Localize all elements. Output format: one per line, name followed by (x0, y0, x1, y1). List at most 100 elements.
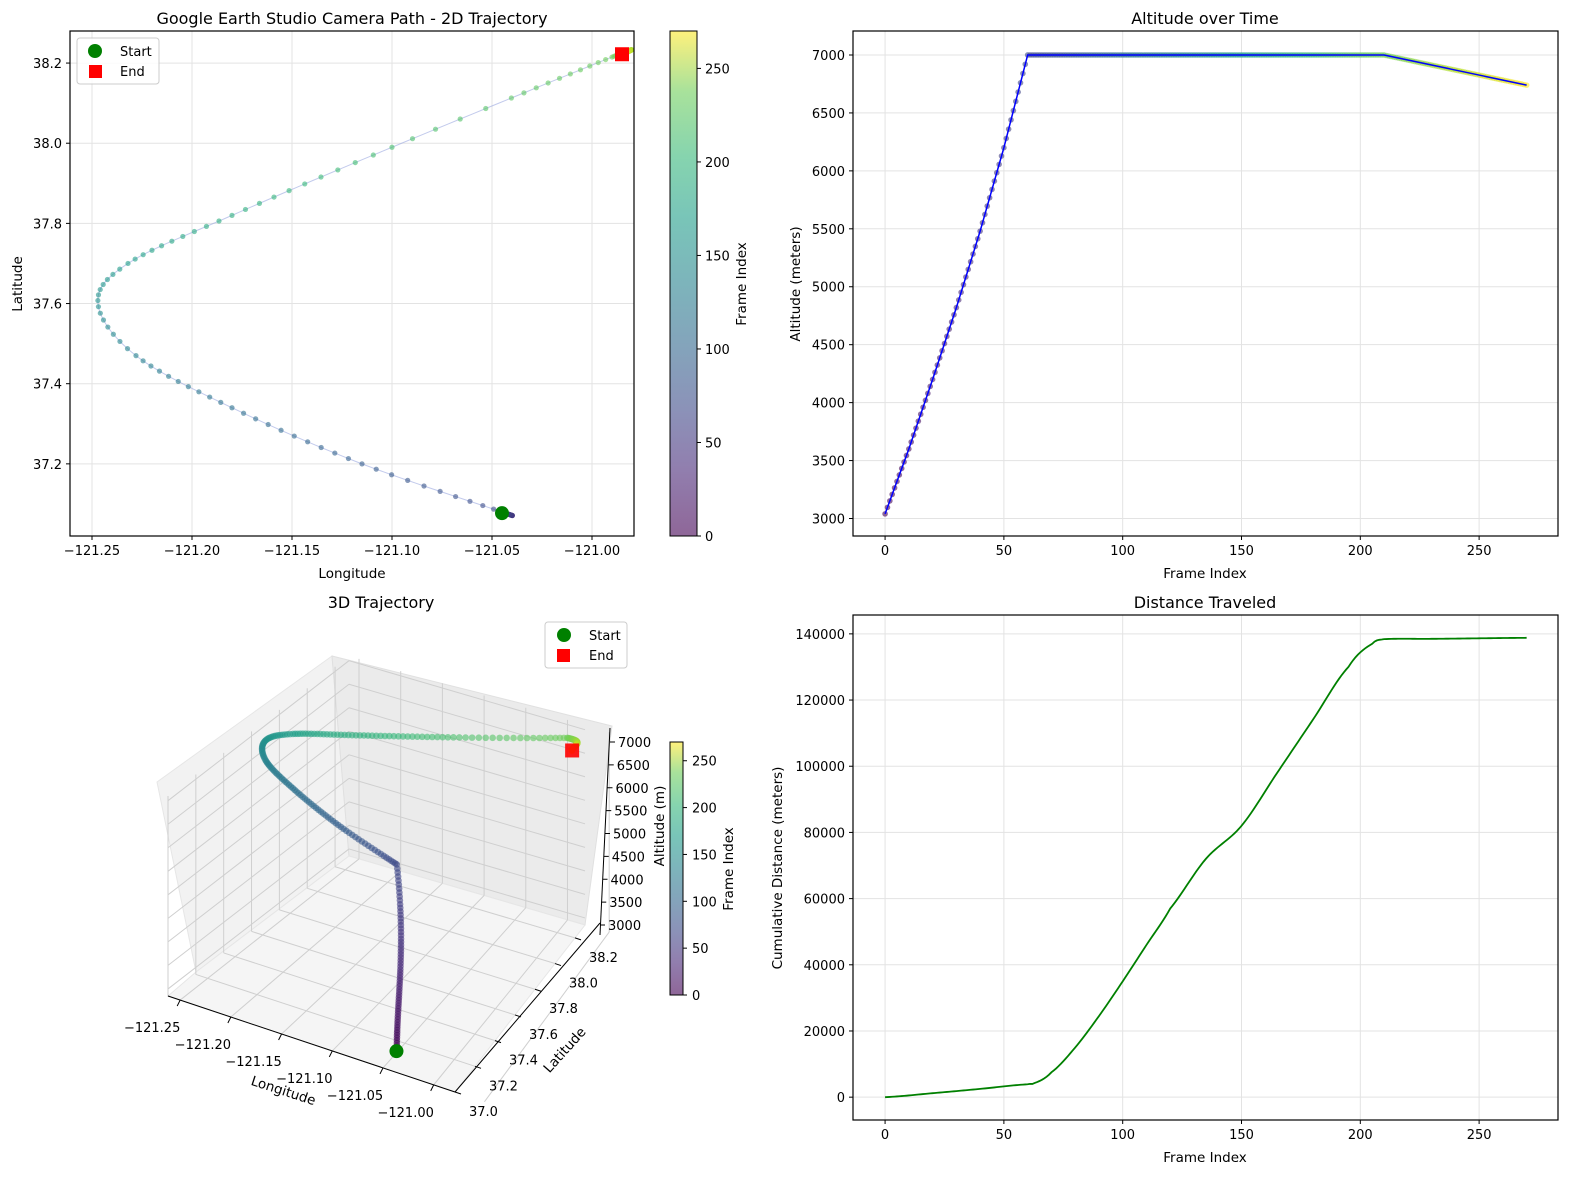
trajectory-2d-title: Google Earth Studio Camera Path - 2D Tra… (156, 9, 547, 28)
trajectory-2d-axes-frame (69, 30, 635, 537)
trajectory-point (242, 206, 249, 213)
colorbar-label: Frame Index (721, 827, 737, 911)
tick-label-z: 7000 (618, 736, 651, 751)
trajectory-point (175, 378, 181, 385)
gridline-wall (167, 754, 350, 896)
tick-label-z: 3500 (609, 896, 642, 911)
trajectory-point (595, 59, 601, 66)
legend-end-label: End (589, 649, 614, 664)
tick-label-z: 3000 (608, 919, 641, 934)
pane-floor (167, 855, 586, 1093)
trajectory-3d-point (409, 733, 416, 740)
tick-label-y: 37.2 (489, 1079, 518, 1094)
trajectory-point (110, 331, 116, 337)
trajectory-point (291, 433, 297, 439)
colorbar-tick-label: 0 (692, 989, 700, 1004)
tick-label-y: 37.8 (33, 217, 62, 232)
tick-label-y: 7000 (812, 49, 845, 64)
trajectory-point (335, 167, 341, 173)
trajectory-3d-point (482, 734, 489, 742)
altitude-xlabel: Frame Index (1163, 566, 1247, 582)
trajectory-point (271, 194, 277, 200)
tick-label-x: −121.10 (276, 1072, 332, 1087)
tick-mark-y (534, 988, 542, 992)
trajectory-point (305, 439, 311, 445)
tick-label-x: −121.05 (464, 544, 520, 559)
trajectory-point (508, 95, 514, 101)
tick-label-y: 3500 (812, 455, 845, 470)
colorbar-tick-label: 100 (692, 895, 717, 910)
trajectory-point (240, 410, 247, 416)
tick-label-y: 38.0 (569, 977, 598, 992)
trajectory-3d-point (395, 733, 402, 740)
trajectory-2d-legend: Start End (76, 37, 160, 85)
trajectory-3d-ticks: −121.25 −121.20 −121.15 −121.10 −121.05 −121.… (124, 736, 651, 1121)
trajectory-point (370, 152, 376, 158)
trajectory-line (97, 49, 633, 516)
distance-series (885, 636, 1527, 1099)
gridline-wall (167, 660, 350, 802)
trajectory-2d-path (95, 47, 635, 521)
trajectory-point (302, 181, 308, 187)
trajectory-point (491, 506, 497, 512)
gridline-wall (348, 683, 586, 754)
trajectory-3d-point (444, 733, 452, 741)
gridline-wall (348, 707, 586, 778)
tick-label-y: 40000 (804, 959, 845, 974)
trajectory-3d-point (536, 734, 543, 742)
tick-label-z: 4000 (611, 873, 644, 888)
gridline-wall (167, 730, 350, 872)
tick-label-y: 100000 (795, 760, 845, 775)
tick-mark-y (514, 1014, 522, 1018)
tick-label-x: 200 (1348, 1128, 1373, 1143)
tick-label-z: 6000 (616, 782, 649, 797)
trajectory-3d-point (510, 734, 517, 742)
trajectory-point (158, 243, 165, 249)
tick-label-y: 4000 (812, 397, 845, 412)
tick-label-x: −121.00 (564, 544, 620, 559)
gridline-lon (281, 882, 443, 1035)
tick-label-x: 200 (1348, 544, 1373, 559)
trajectory-point (577, 67, 584, 73)
trajectory-3d-point (547, 734, 554, 742)
trajectory-point (480, 502, 486, 509)
trajectory-2d-ticks: −121.25 −121.20 −121.15 −121.10 −121.05 −121.… (33, 57, 620, 559)
gridline-lat (334, 866, 576, 939)
trajectory-3d-colorbar: 0 50 100 150 200 250 Frame Index (669, 741, 737, 1004)
trajectory-point (95, 304, 102, 310)
trajectory-2d-ylabel: Latitude (10, 256, 26, 312)
trajectory-3d-grid (167, 658, 610, 1103)
tick-label-y: 80000 (804, 826, 845, 841)
trajectory-point (229, 405, 235, 411)
colorbar-tick-label: 50 (692, 942, 709, 957)
altitude-panel: Altitude over Time 0 50 100 150 200 250 3000 35… (788, 9, 1559, 582)
gridline-wall (348, 801, 586, 872)
colorbar-tick-label: 250 (692, 755, 717, 770)
x-axis-line (167, 995, 456, 1093)
trajectory-point (132, 256, 138, 262)
trajectory-point (457, 116, 463, 122)
trajectory-3d-point (456, 734, 463, 741)
trajectory-3d-point (428, 733, 436, 741)
distance-xlabel: Frame Index (1163, 1150, 1247, 1166)
trajectory-point (253, 416, 259, 422)
tick-label-x: −121.20 (164, 544, 220, 559)
legend-end-marker (557, 649, 570, 662)
tick-mark-x (278, 1033, 283, 1041)
colorbar-tick-label: 150 (705, 249, 730, 264)
gridline-lon (484, 931, 610, 1103)
trajectory-point (352, 159, 358, 166)
trajectory-point (229, 212, 235, 218)
tick-label-y: 37.2 (33, 458, 62, 473)
trajectory-point (533, 85, 539, 91)
trajectory-point (97, 286, 103, 293)
tick-label-y: 3000 (812, 513, 845, 528)
gridline-lat (223, 952, 496, 1042)
gridline-wall (348, 824, 586, 895)
tick-label-x: −121.10 (364, 544, 420, 559)
trajectory-point (216, 218, 222, 224)
tick-label-y: 37.8 (549, 1002, 578, 1017)
trajectory-3d-point (462, 734, 469, 741)
trajectory-point (97, 310, 103, 316)
tick-label-x: −121.25 (64, 544, 120, 559)
